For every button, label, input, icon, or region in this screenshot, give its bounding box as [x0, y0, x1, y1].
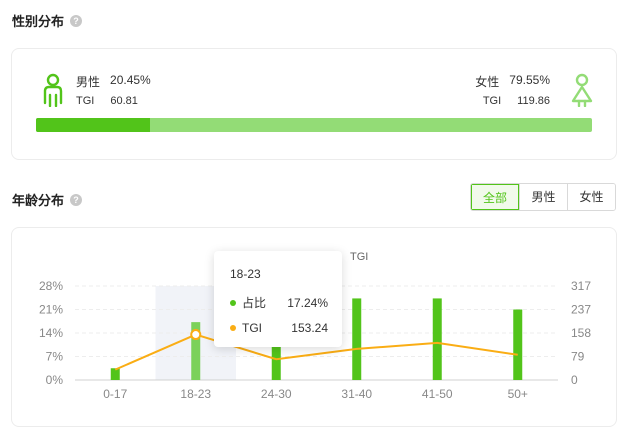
help-icon[interactable]: ?: [70, 14, 83, 27]
male-tgi-row: TGI 60.81: [76, 95, 138, 107]
male-percent: 20.45%: [110, 73, 151, 87]
male-icon: [43, 73, 63, 107]
help-icon[interactable]: ?: [70, 193, 83, 206]
female-label: 女性: [475, 75, 500, 89]
male-tgi-label: TGI: [76, 95, 95, 107]
chart-tooltip: 18-23 占比 17.24% TGI 153.24: [214, 251, 342, 347]
filter-all-button[interactable]: 全部: [471, 184, 519, 210]
filter-female-button[interactable]: 女性: [567, 184, 615, 210]
male-ratio-fill: [36, 118, 150, 132]
tooltip-title: 18-23: [230, 267, 261, 281]
gender-section-title: 性别分布 ?: [12, 11, 83, 30]
tooltip-tgi-value: 153.24: [291, 321, 328, 335]
female-tgi-label: TGI: [482, 95, 502, 107]
female-icon: [571, 73, 593, 107]
tooltip-row-share: 占比 17.24%: [230, 294, 328, 311]
male-tgi-value: 60.81: [110, 95, 138, 107]
age-filter-group: 全部 男性 女性: [470, 183, 616, 211]
gender-card: 男性 20.45% TGI 60.81 女性 79.55% TGI 119.86: [11, 48, 617, 160]
filter-male-button[interactable]: 男性: [519, 184, 567, 210]
tooltip-share-label: 占比: [242, 296, 267, 310]
share-dot-icon: [230, 299, 236, 306]
female-percent: 79.55%: [509, 73, 550, 87]
tgi-dot-icon: [230, 325, 236, 331]
female-share-row: 女性 79.55%: [475, 73, 550, 90]
tooltip-row-tgi: TGI 153.24: [230, 321, 328, 335]
tooltip-share-value: 17.24%: [287, 295, 328, 310]
male-label: 男性: [76, 75, 101, 89]
gender-ratio-bar: [36, 118, 592, 132]
male-share-row: 男性 20.45%: [76, 73, 151, 90]
age-section-title: 年龄分布 ?: [12, 190, 83, 209]
female-tgi-row: TGI 119.86: [483, 95, 550, 107]
female-tgi-value: 119.86: [517, 95, 550, 107]
tooltip-tgi-label: TGI: [242, 321, 262, 335]
